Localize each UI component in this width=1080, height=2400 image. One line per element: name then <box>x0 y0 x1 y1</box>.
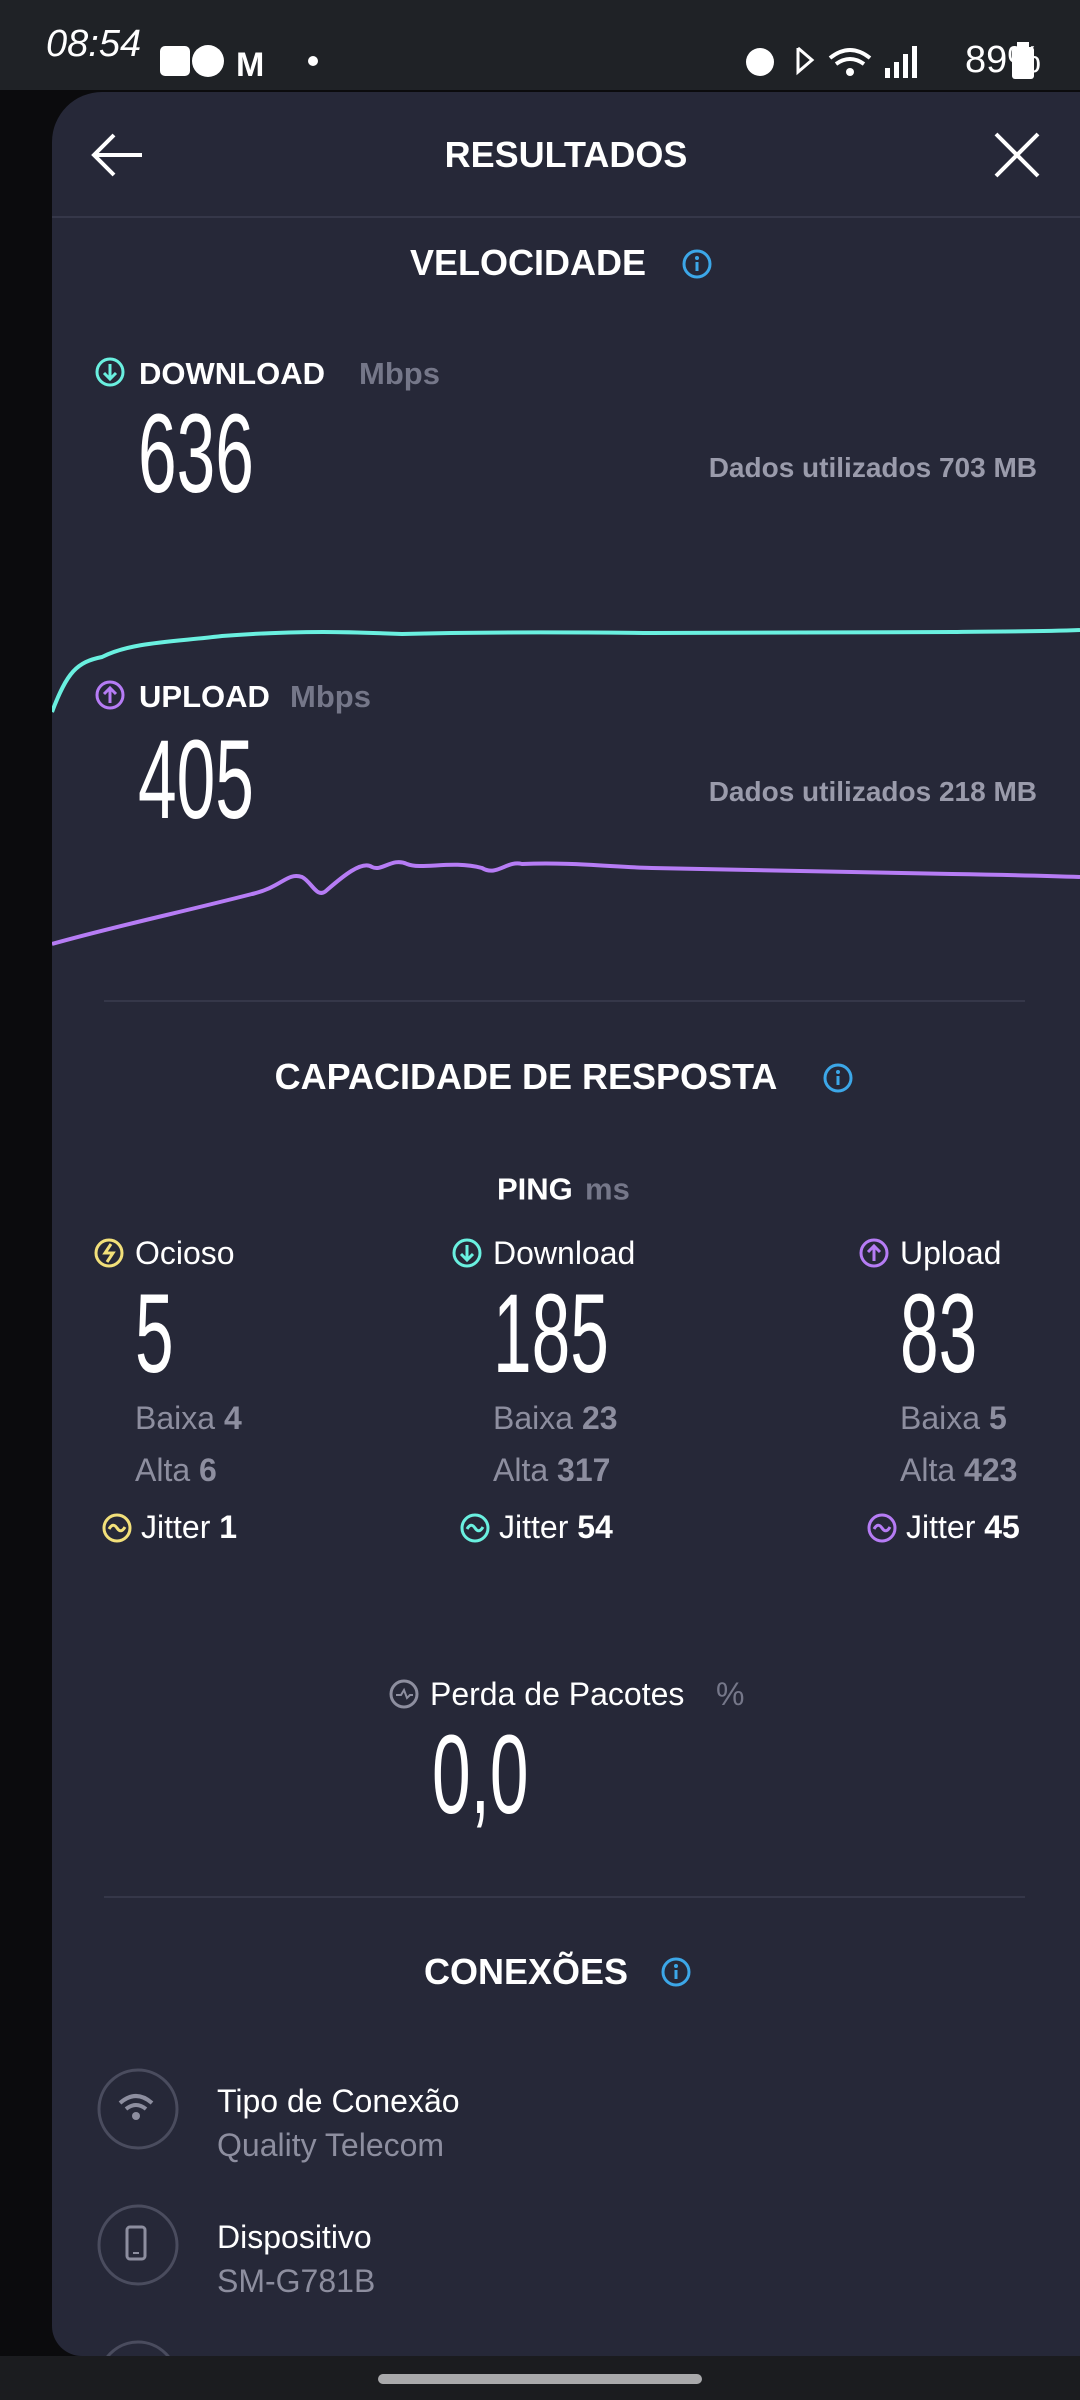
connection-label: Dispositivo <box>217 2219 372 2255</box>
jitter-label: Jitter <box>141 1509 211 1545</box>
jitter-value: 45 <box>984 1509 1020 1545</box>
connection-value: SM-G781B <box>217 2263 376 2299</box>
ping-high: Alta 423 <box>900 1454 1017 1486</box>
packet-loss-unit: % <box>716 1676 745 1712</box>
packet-loss-value: 0,0 <box>432 1712 529 1837</box>
section-title: CONEXÕES <box>423 1951 629 1992</box>
close-button[interactable] <box>994 132 1040 178</box>
download-unit: Mbps <box>359 356 440 391</box>
info-icon[interactable] <box>681 248 713 280</box>
jitter-label: Jitter <box>906 1509 976 1545</box>
jitter-icon <box>101 1512 133 1549</box>
jitter: Jitter 54 <box>499 1511 613 1543</box>
home-handle[interactable] <box>378 2374 702 2384</box>
low-value: 23 <box>581 1400 618 1436</box>
download-label: DOWNLOAD <box>139 356 325 391</box>
connection-icon <box>96 2203 180 2292</box>
navigation-bar <box>0 2356 1080 2400</box>
ping-label: Upload <box>900 1235 1002 1271</box>
low-value: 4 <box>223 1400 242 1436</box>
low-label: Baixa <box>900 1400 981 1436</box>
jitter: Jitter 1 <box>141 1511 237 1543</box>
header-title: RESULTADOS <box>444 134 688 175</box>
packet-loss-label: Perda de Pacotes <box>430 1676 685 1712</box>
download-value: 636 <box>138 391 254 516</box>
upload-unit: Mbps <box>290 679 371 714</box>
ping-high: Alta 317 <box>493 1454 610 1486</box>
connection-value: Quality Telecom <box>217 2127 445 2163</box>
high-value: 317 <box>557 1452 611 1488</box>
notification-icons: M <box>160 45 318 84</box>
ping-low: Baixa 23 <box>493 1402 618 1434</box>
connection-icon <box>96 2067 180 2156</box>
section-title: CAPACIDADE DE RESPOSTA <box>274 1056 778 1097</box>
upload-data-used: Dados utilizados 218 MB <box>708 776 1037 807</box>
download-icon <box>95 357 125 387</box>
ping-icon <box>858 1237 890 1274</box>
ping-label: Download <box>493 1235 636 1271</box>
results-panel: RESULTADOS VELOCIDADE DOWNLOAD Mbps 636 … <box>52 92 1080 2356</box>
jitter-icon <box>866 1512 898 1549</box>
jitter-value: 1 <box>219 1509 238 1545</box>
info-icon[interactable] <box>822 1062 854 1094</box>
connection-label: Tipo de Conexão <box>217 2083 460 2119</box>
status-bar: 08:54 M 89% <box>0 0 1080 90</box>
jitter-label: Jitter <box>499 1509 569 1545</box>
upload-icon <box>95 680 125 710</box>
high-label: Alta <box>493 1452 549 1488</box>
upload-label: UPLOAD <box>139 679 270 714</box>
divider <box>104 1896 1025 1898</box>
ping-value: 5 <box>135 1271 174 1396</box>
upload-graph <box>52 860 1080 946</box>
back-button[interactable] <box>90 132 146 178</box>
low-label: Baixa <box>135 1400 216 1436</box>
ping-unit: ms <box>585 1171 630 1207</box>
jitter: Jitter 45 <box>906 1511 1020 1543</box>
ping-low: Baixa 5 <box>900 1402 1007 1434</box>
jitter-icon <box>459 1512 491 1549</box>
high-label: Alta <box>135 1452 191 1488</box>
info-icon[interactable] <box>660 1956 692 1988</box>
ping-label: PING <box>497 1171 573 1207</box>
packet-loss-icon <box>389 1679 419 1709</box>
ping-low: Baixa 4 <box>135 1402 242 1434</box>
jitter-value: 54 <box>577 1509 613 1545</box>
low-label: Baixa <box>493 1400 574 1436</box>
connection-icon <box>96 2339 180 2356</box>
low-value: 5 <box>988 1400 1007 1436</box>
ping-label: Ocioso <box>135 1235 235 1271</box>
system-icons <box>746 46 917 78</box>
high-label: Alta <box>900 1452 956 1488</box>
download-data-used: Dados utilizados 703 MB <box>708 452 1037 483</box>
upload-value: 405 <box>138 717 254 842</box>
divider <box>52 216 1080 218</box>
section-title: VELOCIDADE <box>409 242 647 283</box>
divider <box>104 1000 1025 1002</box>
high-value: 6 <box>199 1452 217 1488</box>
ping-icon <box>93 1237 125 1274</box>
battery-icon <box>1012 42 1034 79</box>
ping-icon <box>451 1237 483 1274</box>
svg-text:M: M <box>236 46 264 84</box>
download-graph <box>52 628 1080 713</box>
time: 08:54 <box>46 23 142 65</box>
ping-value: 83 <box>900 1271 978 1396</box>
ping-value: 185 <box>493 1271 609 1396</box>
ping-high: Alta 6 <box>135 1454 217 1486</box>
high-value: 423 <box>964 1452 1018 1488</box>
